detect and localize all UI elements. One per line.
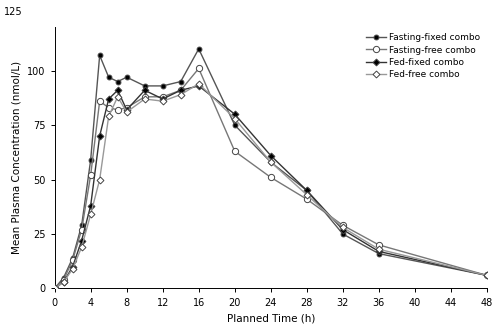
Fasting-fixed combo (78, 223, 84, 227)
Fed-fixed combo (70, 265, 75, 269)
Line: Fasting-fixed combo: Fasting-fixed combo (52, 47, 490, 291)
Fasting-fixed combo (340, 232, 346, 236)
Fed-fixed combo (268, 154, 274, 158)
Fed-fixed combo (196, 84, 202, 88)
Fed-fixed combo (376, 249, 382, 253)
Fed-free combo (178, 93, 184, 97)
Fasting-fixed combo (96, 53, 102, 57)
Fed-free combo (78, 245, 84, 249)
Fasting-free combo (96, 99, 102, 103)
Fed-free combo (96, 178, 102, 182)
Fed-fixed combo (60, 280, 66, 284)
Fasting-fixed combo (60, 276, 66, 280)
Fasting-free combo (114, 108, 120, 112)
Fed-free combo (106, 115, 112, 118)
Fed-fixed combo (160, 97, 166, 101)
Fasting-free combo (304, 197, 310, 201)
Line: Fed-free combo: Fed-free combo (52, 81, 490, 291)
Fasting-fixed combo (376, 252, 382, 256)
Fasting-free combo (178, 88, 184, 92)
Fasting-fixed combo (124, 75, 130, 79)
Fasting-free combo (78, 228, 84, 232)
Fasting-free combo (52, 286, 58, 290)
X-axis label: Planned Time (h): Planned Time (h) (226, 313, 315, 323)
Fed-free combo (304, 193, 310, 197)
Fed-free combo (52, 286, 58, 290)
Fasting-fixed combo (178, 80, 184, 83)
Fed-free combo (160, 99, 166, 103)
Fasting-free combo (268, 176, 274, 180)
Fed-free combo (232, 116, 238, 120)
Fasting-fixed combo (196, 47, 202, 51)
Fasting-free combo (124, 106, 130, 110)
Fed-fixed combo (340, 228, 346, 232)
Fasting-free combo (376, 243, 382, 247)
Line: Fasting-free combo: Fasting-free combo (52, 65, 490, 292)
Fasting-fixed combo (70, 256, 75, 260)
Fasting-fixed combo (52, 286, 58, 290)
Fed-fixed combo (52, 286, 58, 290)
Fed-fixed combo (88, 204, 94, 208)
Fed-fixed combo (304, 188, 310, 192)
Legend: Fasting-fixed combo, Fasting-free combo, Fed-fixed combo, Fed-free combo: Fasting-fixed combo, Fasting-free combo,… (362, 30, 484, 82)
Fasting-fixed combo (114, 80, 120, 83)
Fed-free combo (268, 160, 274, 164)
Fasting-free combo (70, 258, 75, 262)
Fed-fixed combo (142, 88, 148, 92)
Fasting-fixed combo (88, 158, 94, 162)
Fed-free combo (484, 274, 490, 278)
Fed-fixed combo (78, 239, 84, 243)
Fed-free combo (196, 82, 202, 86)
Fed-free combo (340, 225, 346, 229)
Fed-fixed combo (178, 88, 184, 92)
Fed-fixed combo (106, 97, 112, 101)
Fasting-free combo (88, 173, 94, 177)
Fed-free combo (124, 110, 130, 114)
Fasting-fixed combo (106, 75, 112, 79)
Fed-fixed combo (96, 134, 102, 138)
Line: Fed-fixed combo: Fed-fixed combo (52, 83, 490, 291)
Fasting-fixed combo (484, 274, 490, 278)
Fasting-fixed combo (160, 84, 166, 88)
Fasting-fixed combo (268, 160, 274, 164)
Fasting-fixed combo (232, 123, 238, 127)
Fasting-free combo (484, 274, 490, 278)
Fed-fixed combo (232, 112, 238, 116)
Fasting-free combo (232, 149, 238, 153)
Fasting-fixed combo (304, 188, 310, 192)
Fasting-free combo (340, 223, 346, 227)
Y-axis label: Mean Plasma Concentration (nmol/L): Mean Plasma Concentration (nmol/L) (12, 61, 22, 254)
Fed-free combo (70, 267, 75, 271)
Fed-fixed combo (484, 274, 490, 278)
Fed-free combo (114, 95, 120, 99)
Fasting-free combo (106, 106, 112, 110)
Fasting-free combo (196, 67, 202, 71)
Fed-fixed combo (114, 88, 120, 92)
Fasting-free combo (142, 95, 148, 99)
Fed-fixed combo (124, 108, 130, 112)
Fasting-free combo (60, 278, 66, 282)
Fed-free combo (142, 97, 148, 101)
Fasting-fixed combo (142, 84, 148, 88)
Fed-free combo (88, 213, 94, 216)
Fed-free combo (376, 247, 382, 251)
Fed-free combo (60, 280, 66, 284)
Text: 125: 125 (4, 7, 22, 16)
Fasting-free combo (160, 95, 166, 99)
